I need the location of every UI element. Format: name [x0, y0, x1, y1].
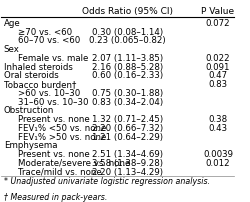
Text: 1.32 (0.71–2.45): 1.32 (0.71–2.45) [92, 115, 163, 124]
Text: 0.43: 0.43 [208, 124, 228, 133]
Text: 0.38: 0.38 [208, 115, 228, 124]
Text: 0.47: 0.47 [208, 71, 228, 80]
Text: Odds Ratio (95% CI): Odds Ratio (95% CI) [82, 7, 173, 16]
Text: ≥70 vs. <60: ≥70 vs. <60 [18, 27, 72, 37]
Text: 0.75 (0.30–1.88): 0.75 (0.30–1.88) [92, 89, 163, 98]
Text: 60–70 vs. <60: 60–70 vs. <60 [18, 36, 80, 45]
Text: 2.20 (0.66–7.32): 2.20 (0.66–7.32) [92, 124, 163, 133]
Text: Female vs. male: Female vs. male [18, 54, 88, 63]
Text: Inhaled steroids: Inhaled steroids [4, 63, 72, 72]
Text: 0.0039: 0.0039 [203, 150, 233, 159]
Text: * Unadjusted univariate logistic regression analysis.: * Unadjusted univariate logistic regress… [4, 177, 210, 186]
Text: 0.012: 0.012 [206, 159, 230, 168]
Text: 1.21 (0.64–2.29): 1.21 (0.64–2.29) [92, 133, 163, 142]
Text: Emphysema: Emphysema [4, 141, 57, 150]
Text: 0.23 (0.065–0.82): 0.23 (0.065–0.82) [89, 36, 166, 45]
Text: P Value: P Value [202, 7, 234, 16]
Text: 31–60 vs. 10–30: 31–60 vs. 10–30 [18, 98, 88, 107]
Text: 3.58 (1.38–9.28): 3.58 (1.38–9.28) [92, 159, 163, 168]
Text: Moderate/severe vs. none: Moderate/severe vs. none [18, 159, 130, 168]
Text: Obstruction: Obstruction [4, 106, 54, 115]
Text: Tobacco burden†: Tobacco burden† [4, 80, 76, 89]
Text: 0.091: 0.091 [206, 63, 230, 72]
Text: 2.07 (1.11–3.85): 2.07 (1.11–3.85) [92, 54, 163, 63]
Text: >60 vs. 10–30: >60 vs. 10–30 [18, 89, 80, 98]
Text: 0.60 (0.16–2.33): 0.60 (0.16–2.33) [92, 71, 163, 80]
Text: 0.30 (0.08–1.14): 0.30 (0.08–1.14) [92, 27, 163, 37]
Text: Present vs. none: Present vs. none [18, 150, 90, 159]
Text: 0.83: 0.83 [208, 80, 228, 89]
Text: 2.20 (1.13–4.29): 2.20 (1.13–4.29) [92, 168, 163, 177]
Text: Oral steroids: Oral steroids [4, 71, 59, 80]
Text: 0.072: 0.072 [206, 19, 230, 28]
Text: † Measured in pack-years.: † Measured in pack-years. [4, 193, 107, 202]
Text: Age: Age [4, 19, 20, 28]
Text: Present vs. none: Present vs. none [18, 115, 90, 124]
Text: Trace/mild vs. none: Trace/mild vs. none [18, 168, 102, 177]
Text: FEV₁% >50 vs. none: FEV₁% >50 vs. none [18, 133, 106, 142]
Text: Sex: Sex [4, 45, 20, 54]
Text: 2.51 (1.34–4.69): 2.51 (1.34–4.69) [92, 150, 163, 159]
Text: 0.83 (0.34–2.04): 0.83 (0.34–2.04) [92, 98, 163, 107]
Text: 2.16 (0.88–5.28): 2.16 (0.88–5.28) [92, 63, 163, 72]
Text: FEV₁% <50 vs. none: FEV₁% <50 vs. none [18, 124, 106, 133]
Text: 0.022: 0.022 [206, 54, 230, 63]
